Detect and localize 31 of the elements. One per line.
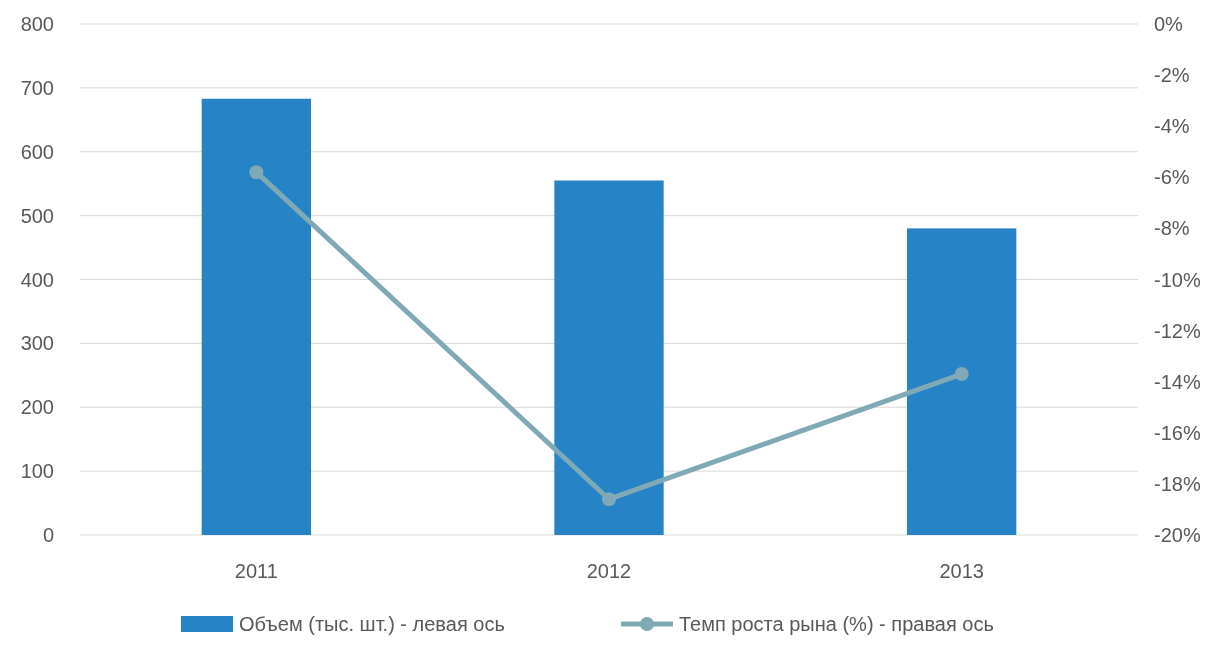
y-tick-label: 500 [20, 204, 54, 227]
x-tick-label: 2013 [939, 560, 984, 582]
x-tick-label: 2012 [586, 560, 632, 582]
legend-label: Объем (тыс. шт.) - левая ось [239, 613, 505, 635]
y2-tick-label: -8% [1154, 217, 1190, 240]
y2-tick-label: 0% [1154, 13, 1184, 35]
y2-tick-label: -6% [1154, 166, 1190, 189]
legend-label: Темп роста рына (%) - правая ось [679, 613, 994, 635]
y2-tick-label: -2% [1154, 64, 1190, 87]
bar [201, 98, 311, 535]
y2-tick-label: -12% [1154, 319, 1201, 342]
y-tick-label: 200 [20, 396, 54, 419]
point [602, 492, 616, 507]
y-tick-label: 800 [20, 13, 54, 35]
point [954, 367, 969, 382]
y-tick-label: 100 [20, 460, 54, 483]
y-tick-label: 400 [20, 268, 54, 291]
point [249, 165, 264, 180]
y-tick-label: 0 [42, 524, 54, 546]
bar [554, 180, 664, 535]
y2-tick-label: -16% [1154, 421, 1201, 444]
y-tick-label: 600 [20, 140, 54, 163]
x-tick-label: 2011 [234, 560, 278, 582]
y2-tick-label: -18% [1154, 472, 1201, 495]
y-tick-label: 700 [20, 76, 54, 99]
y2-tick-label: -14% [1154, 370, 1201, 393]
y-tick-label: 300 [20, 332, 54, 355]
y2-tick-label: -10% [1154, 268, 1201, 291]
y2-tick-label: -4% [1154, 115, 1190, 138]
y2-tick-label: -20% [1154, 524, 1201, 546]
bar [907, 228, 1017, 535]
